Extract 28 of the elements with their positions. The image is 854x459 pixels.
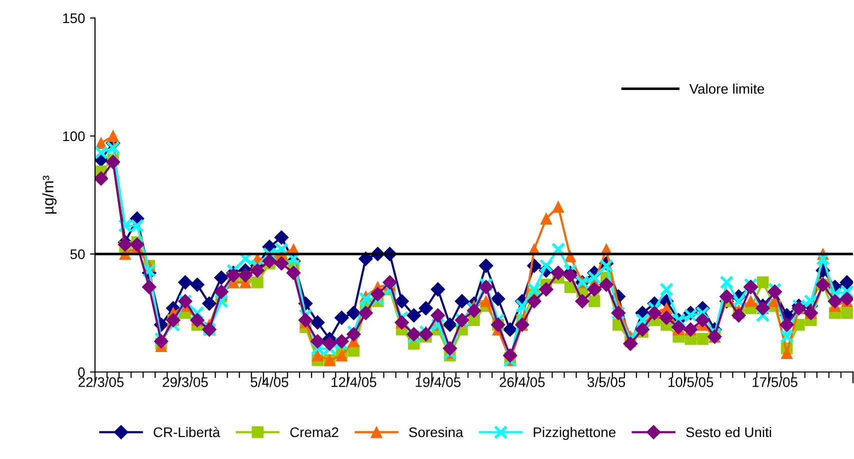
point [744,295,757,308]
x-tick-label: 19/4/05 [416,376,460,388]
y-axis-title: µg/m³ [42,176,57,214]
x-tick-label: 22/3/05 [78,376,124,388]
x-tick-label: 5/4/05 [250,376,288,388]
y-tick-label: 150 [63,13,85,24]
point [552,200,564,213]
x-tick-label: 26/4/05 [500,376,545,388]
legend-label: Crema2 [290,427,338,438]
point [336,350,348,362]
x-tick-label: 10/5/05 [668,376,714,388]
y-tick-label: 100 [63,131,85,142]
x-tick-label: 12/4/05 [332,376,376,388]
legend-label: CR-Libertà [154,426,220,438]
y-tick-label: 50 [70,249,85,260]
x-tick-label: 17/5/05 [752,376,798,388]
point [312,350,324,362]
legend-label: Soresina [409,426,464,438]
y-tick-label: 0 [78,367,85,378]
legend-label: Valore limite [689,84,764,94]
point [480,295,492,308]
x-tick-label: 3/5/05 [588,376,626,388]
legend-label: Sesto ed Uniti [686,426,772,438]
x-tick-label: 29/3/05 [162,376,208,388]
point [780,347,793,360]
point [107,130,119,142]
point [540,212,552,225]
legend-label: Pizzighettone [534,426,616,440]
